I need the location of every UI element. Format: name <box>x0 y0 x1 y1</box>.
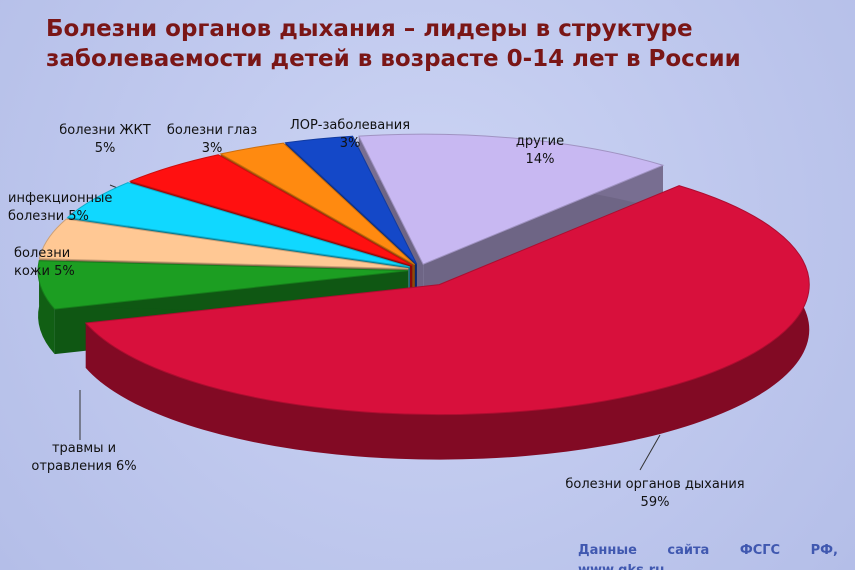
slice-label: болезни органов дыхания 59% <box>565 476 745 512</box>
pie <box>37 133 810 460</box>
value-label: 3% <box>339 136 361 151</box>
value-label: 5% <box>94 141 116 156</box>
slice <box>84 185 810 416</box>
slice-label: болезни глаз 3% <box>162 122 262 158</box>
source: Данные сайта ФСГС РФ, www.gks.ru <box>578 543 838 570</box>
slice <box>37 260 409 310</box>
category-name: болезни ЖКТ <box>59 123 151 138</box>
category-name: болезни органов дыхания <box>565 477 745 492</box>
value-label: 59% <box>640 495 670 510</box>
category-name: болезни кожи <box>14 246 71 279</box>
value-label: 14% <box>525 152 555 167</box>
category-name: ЛОР-заболевания <box>289 118 411 133</box>
value-label: 3% <box>201 141 223 156</box>
slice-label: другие 14% <box>495 133 585 169</box>
value-label: 5% <box>68 209 89 224</box>
slice <box>219 142 416 266</box>
value-label: 5% <box>54 264 75 279</box>
category-name: болезни глаз <box>166 123 258 138</box>
slice-side <box>38 260 55 355</box>
slice <box>38 218 409 270</box>
category-name: другие <box>515 134 565 149</box>
value-label: 6% <box>116 459 137 474</box>
slice <box>66 182 410 268</box>
leader-line <box>639 434 661 471</box>
slice <box>284 135 418 265</box>
category-name: инфекционные болезни <box>8 191 113 224</box>
category-name: травмы и отравления <box>31 441 117 474</box>
chart-title: Болезни органов дыхания – лидеры в струк… <box>46 16 741 72</box>
slice <box>358 133 665 265</box>
slice-label: ЛОР-заболевания 3% <box>280 117 420 153</box>
slice-label: инфекционные болезни 5% <box>8 190 133 226</box>
slice <box>128 154 413 266</box>
slice-label: травмы и отравления 6% <box>14 440 154 476</box>
slice-label: болезни кожи 5% <box>14 245 84 281</box>
slice-label: болезни ЖКТ 5% <box>50 122 160 158</box>
